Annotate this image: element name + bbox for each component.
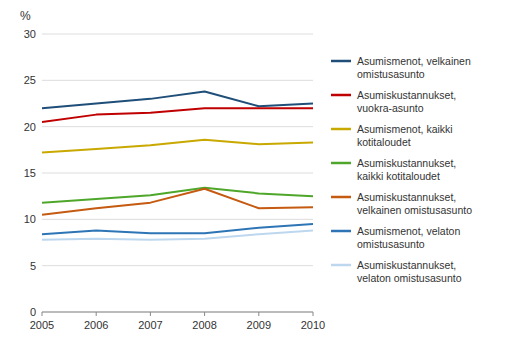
- legend-label: Asumiskustannukset,kaikki kotitaloudet: [357, 157, 456, 182]
- y-tick-label: 15: [24, 167, 36, 179]
- series-line: [42, 230, 313, 239]
- x-tick: [204, 312, 205, 316]
- legend: Asumismenot, velkainenomistusasunto Asumi…: [331, 55, 472, 284]
- series-line: [42, 189, 313, 215]
- legend-swatch: [331, 60, 351, 63]
- y-tick-label: 0: [30, 306, 36, 318]
- x-tick: [313, 312, 314, 316]
- legend-label: Asumiskustannukset,vuokra-asunto: [357, 89, 456, 114]
- series-line: [42, 91, 313, 108]
- chart: 0 5 10 15 20 25 30 2005 2006 2007 2008 2009 2010% Asu…: [0, 0, 531, 342]
- grid-line: [42, 80, 313, 81]
- grid-line: [42, 34, 313, 35]
- x-tick-label: 2008: [192, 319, 216, 331]
- grid-line: [42, 173, 313, 174]
- x-tick-label: 2009: [247, 319, 271, 331]
- y-axis-label: %: [20, 9, 31, 23]
- legend-swatch: [331, 128, 351, 131]
- x-tick-label: 2006: [84, 319, 108, 331]
- y-tick-label: 5: [30, 260, 36, 272]
- y-tick-label: 20: [24, 121, 36, 133]
- grid-line: [42, 265, 313, 266]
- grid-line: [42, 126, 313, 127]
- x-tick: [42, 312, 43, 316]
- y-tick-label: 30: [24, 28, 36, 40]
- series-line: [42, 140, 313, 153]
- x-tick: [150, 312, 151, 316]
- legend-label: Asumismenot, kaikkikotitaloudet: [357, 123, 453, 148]
- x-tick: [258, 312, 259, 316]
- x-tick-label: 2005: [30, 319, 54, 331]
- x-tick-label: 2010: [301, 319, 325, 331]
- legend-swatch: [331, 264, 351, 267]
- legend-swatch: [331, 94, 351, 97]
- series-line: [42, 108, 313, 122]
- y-tick-label: 25: [24, 74, 36, 86]
- legend-label: Asumiskustannukset,velaton omistusasunto: [357, 259, 462, 284]
- legend-label: Asumismenot, velatonomistusasunto: [357, 225, 460, 250]
- legend-swatch: [331, 230, 351, 233]
- legend-label: Asumiskustannukset,velkainen omistusasun…: [357, 191, 472, 216]
- legend-label: Asumismenot, velkainenomistusasunto: [357, 55, 471, 80]
- x-tick: [96, 312, 97, 316]
- legend-swatch: [331, 196, 351, 199]
- legend-swatch: [331, 162, 351, 165]
- grid-line: [42, 219, 313, 220]
- grid: [42, 34, 313, 312]
- lines: [42, 91, 313, 239]
- grid-line: [42, 312, 313, 313]
- y-tick-label: 10: [24, 213, 36, 225]
- x-axis-line: [42, 312, 313, 313]
- x-tick-label: 2007: [138, 319, 162, 331]
